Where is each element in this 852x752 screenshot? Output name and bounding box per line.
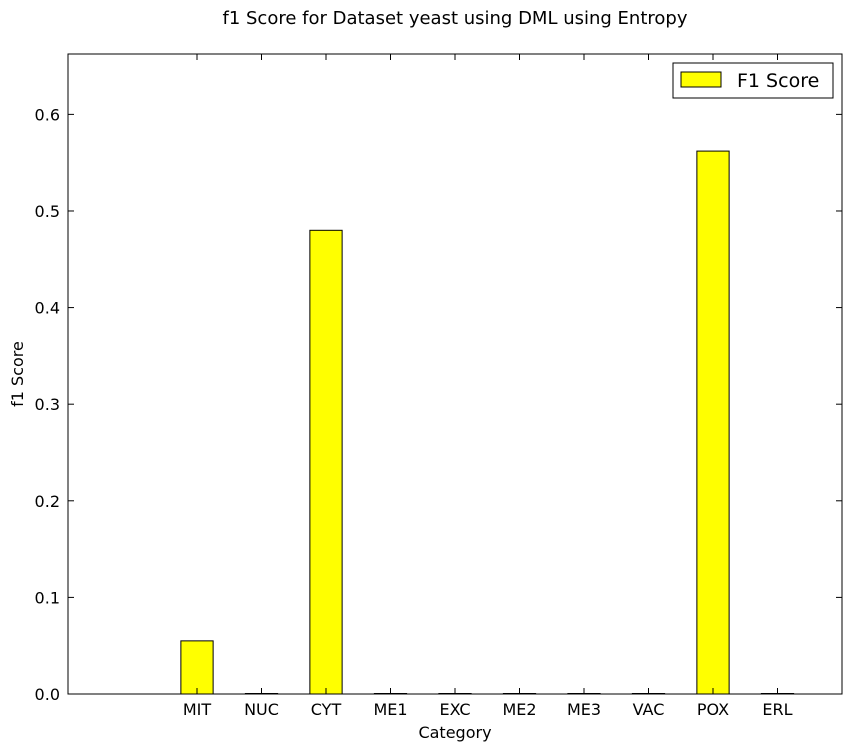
chart-title: f1 Score for Dataset yeast using DML usi… — [222, 8, 687, 29]
x-tick-label: EXC — [439, 700, 470, 719]
legend: F1 Score — [672, 62, 834, 99]
bar-cyt — [309, 229, 343, 695]
x-tick-label: ME3 — [567, 700, 601, 719]
legend-swatch — [680, 71, 722, 88]
y-axis-label: f1 Score — [8, 341, 27, 407]
plot-frame — [67, 53, 843, 695]
x-tick-label: MIT — [183, 700, 212, 719]
x-tick-label: VAC — [633, 700, 665, 719]
x-tick-label: ERL — [762, 700, 792, 719]
x-tick-label: ME1 — [373, 700, 407, 719]
y-tick-label: 0.3 — [35, 395, 60, 414]
y-tick-label: 0.2 — [35, 492, 60, 511]
y-tick-label: 0.1 — [35, 588, 60, 607]
y-tick-label: 0.0 — [35, 685, 60, 704]
y-tick-label: 0.6 — [35, 105, 60, 124]
x-tick-label: CYT — [311, 700, 342, 719]
legend-label: F1 Score — [737, 70, 819, 92]
x-axis-label: Category — [418, 723, 491, 742]
x-tick-label: ME2 — [502, 700, 536, 719]
bar-pox — [696, 150, 730, 695]
x-tick-label: POX — [697, 700, 729, 719]
ticks-group: MIT NUC CYT ME1 EXC ME2 ME3 VAC POX ERL 0.0 0.1 0.2 0… — [35, 54, 842, 719]
bars-group — [180, 150, 795, 695]
y-tick-label: 0.5 — [35, 202, 60, 221]
x-tick-label: NUC — [244, 700, 279, 719]
y-tick-label: 0.4 — [35, 299, 60, 318]
bar-mit — [180, 640, 214, 695]
